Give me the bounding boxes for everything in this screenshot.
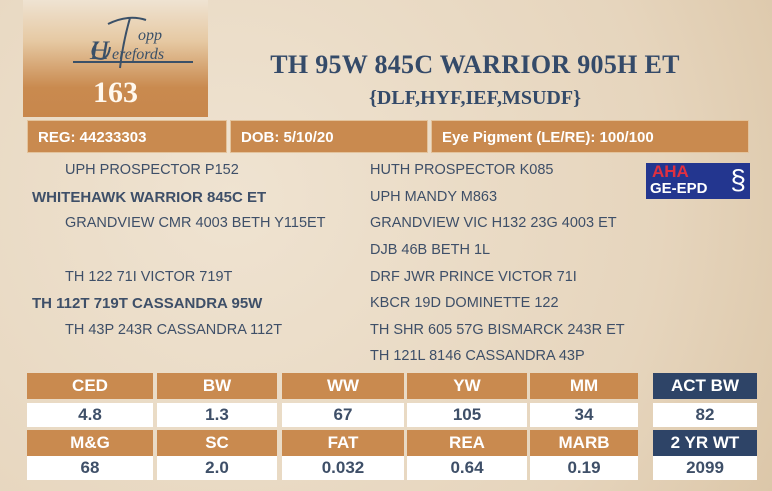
lot-header: opp erefords H 163: [23, 0, 208, 117]
pedigree-sire: WHITEHAWK WARRIOR 845C ET: [32, 189, 267, 206]
epd-value: 105: [407, 403, 527, 427]
epd-header: REA: [407, 430, 527, 456]
dob: DOB: 5/10/20: [230, 120, 428, 153]
pedigree-dam-sire: TH 122 71I VICTOR 719T: [65, 269, 233, 285]
genetic-codes: {DLF,HYF,IEF,MSUDF}: [369, 87, 581, 109]
act-bw-value: 82: [653, 403, 757, 427]
epd-value: 68: [27, 456, 153, 480]
epd-header: MARB: [530, 430, 638, 456]
act-bw-label: ACT BW: [653, 373, 757, 399]
epd-value: 0.64: [407, 456, 527, 480]
topp-herefords-logo: opp erefords H: [73, 16, 193, 69]
pedigree-ancestor: KBCR 19D DOMINETTE 122: [370, 295, 559, 311]
pedigree-ancestor: UPH MANDY M863: [370, 189, 498, 205]
pedigree-ancestor: HUTH PROSPECTOR K085: [370, 162, 554, 178]
pedigree-sire-dam: GRANDVIEW CMR 4003 BETH Y115ET: [65, 215, 326, 231]
epd-value: 4.8: [27, 403, 153, 427]
pedigree-ancestor: TH SHR 605 57G BISMARCK 243R ET: [370, 322, 625, 338]
badge-line2: GE-EPD: [650, 180, 708, 197]
epd-header: FAT: [282, 430, 404, 456]
epd-header: BW: [157, 373, 277, 399]
yr-wt-value: 2099: [653, 456, 757, 480]
epd-value: 67: [282, 403, 404, 427]
epd-value: 1.3: [157, 403, 277, 427]
dna-icon: §: [730, 164, 746, 195]
svg-text:opp: opp: [138, 27, 162, 44]
epd-header: WW: [282, 373, 404, 399]
pedigree-ancestor: DRF JWR PRINCE VICTOR 71I: [370, 269, 577, 285]
svg-text:H: H: [89, 36, 110, 65]
aha-ge-epd-badge: AHA GE-EPD §: [646, 163, 750, 199]
pedigree-ancestor: GRANDVIEW VIC H132 23G 4003 ET: [370, 215, 617, 231]
epd-value: 0.032: [282, 456, 404, 480]
reg-number: REG: 44233303: [27, 120, 227, 153]
epd-header: SC: [157, 430, 277, 456]
epd-header: YW: [407, 373, 527, 399]
epd-value: 0.19: [530, 456, 638, 480]
epd-header: CED: [27, 373, 153, 399]
svg-text:erefords: erefords: [112, 46, 164, 63]
badge-line1: AHA: [652, 163, 689, 181]
yr-wt-label: 2 YR WT: [653, 430, 757, 456]
pedigree-ancestor: TH 121L 8146 CASSANDRA 43P: [370, 348, 585, 364]
epd-header: MM: [530, 373, 638, 399]
pedigree-ancestor: DJB 46B BETH 1L: [370, 242, 491, 258]
animal-name: TH 95W 845C WARRIOR 905H ET: [270, 50, 680, 79]
epd-header: M&G: [27, 430, 153, 456]
epd-value: 2.0: [157, 456, 277, 480]
pedigree-sire-sire: UPH PROSPECTOR P152: [65, 162, 239, 178]
pedigree-dam: TH 112T 719T CASSANDRA 95W: [32, 295, 263, 312]
epd-value: 34: [530, 403, 638, 427]
lot-number: 163: [93, 76, 138, 109]
pedigree-dam-dam: TH 43P 243R CASSANDRA 112T: [65, 322, 283, 338]
eye-pigment: Eye Pigment (LE/RE): 100/100: [431, 120, 749, 153]
